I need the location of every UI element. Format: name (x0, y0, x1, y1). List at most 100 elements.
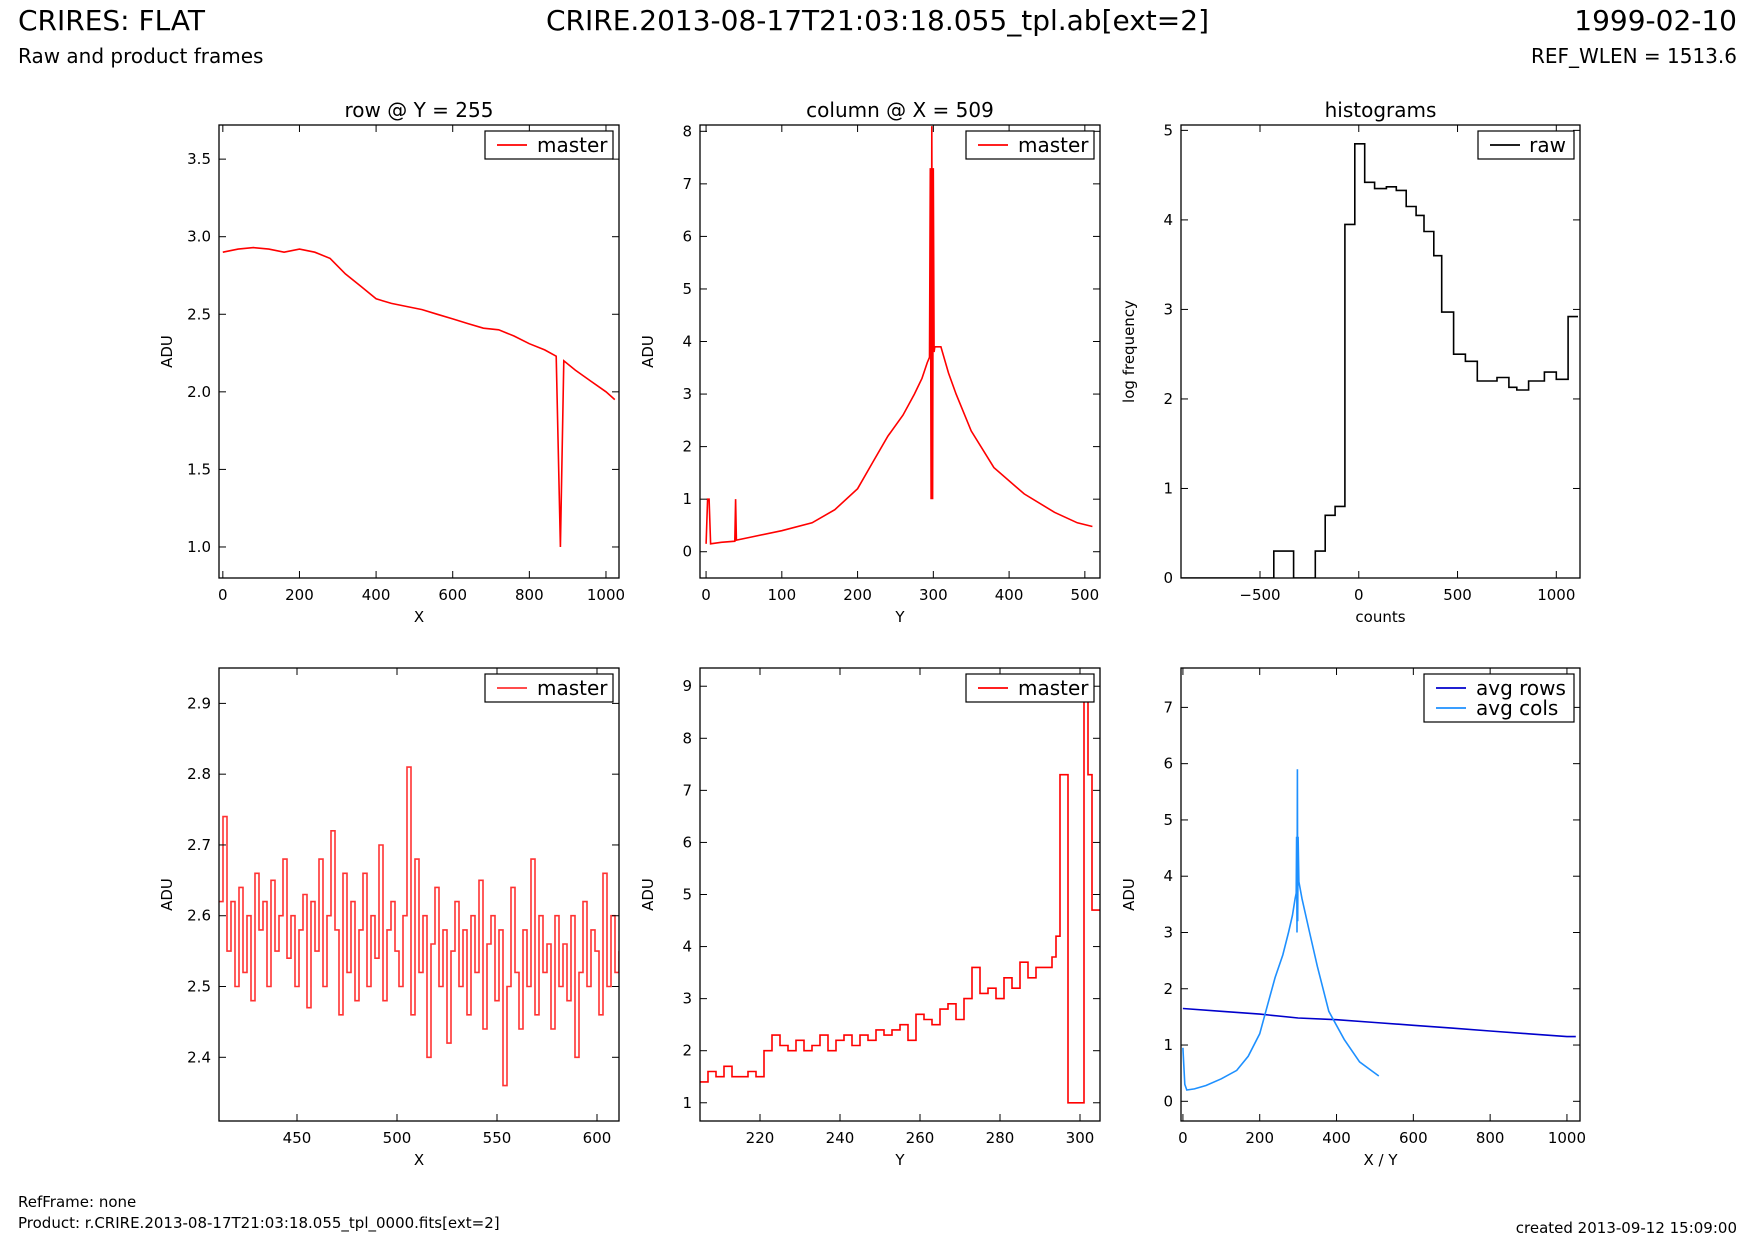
x-tick-label: 600 (438, 586, 467, 604)
y-tick-label: 7 (682, 175, 692, 193)
x-tick-label: 800 (1476, 1129, 1505, 1147)
y-axis-label: ADU (1120, 878, 1138, 911)
legend-box (1423, 673, 1575, 723)
y-tick-label: 3 (682, 990, 692, 1008)
x-tick-label: 0 (218, 586, 228, 604)
chart-averages: 0 200 400 600 800 1000 0 1 2 3 4 5 6 7 X / Y ADU avg row… (1120, 667, 1586, 1169)
plot-frame (218, 124, 620, 579)
y-tick-label: 1.5 (187, 460, 211, 478)
x-tick-label: 1000 (587, 586, 625, 604)
x-tick-label: 500 (1443, 586, 1472, 604)
x-tick-label: 200 (285, 586, 314, 604)
series-line-column-zoom-0 (700, 674, 1100, 1104)
legend: master (965, 130, 1095, 160)
x-tick-label: 400 (362, 586, 391, 604)
chart-title: row @ Y = 255 (345, 98, 494, 122)
y-tick-label: 4 (682, 333, 692, 351)
series-line-row-zoom-0 (219, 766, 619, 1087)
y-tick-label: 6 (682, 833, 692, 851)
y-tick-label: 2.6 (187, 907, 211, 925)
y-tick-label: 2 (682, 438, 692, 456)
y-tick-label: 6 (682, 227, 692, 245)
legend: master (484, 673, 614, 703)
series-line-averages-1 (1182, 769, 1380, 1091)
y-tick-label: 1 (682, 490, 692, 508)
x-axis-label: Y (894, 608, 905, 626)
y-tick-label: 3.5 (187, 150, 211, 168)
y-tick-label: 2.8 (187, 765, 211, 783)
x-tick-label: 100 (767, 586, 796, 604)
y-tick-label: 0 (1163, 569, 1173, 587)
chart-histograms: −500 0 500 1000 0 1 2 3 4 5 histograms counts log fr… (1120, 98, 1581, 626)
y-tick-label: 3 (1163, 300, 1173, 318)
legend: master (965, 673, 1095, 703)
y-tick-label: 8 (682, 729, 692, 747)
created-timestamp: created 2013-09-12 15:09:00 (1515, 1219, 1737, 1237)
page-title: CRIRES: FLAT (18, 4, 205, 37)
y-tick-label: 2.5 (187, 305, 211, 323)
y-tick-label: 7 (682, 781, 692, 799)
y-tick-label: 7 (1163, 698, 1173, 716)
plot-frame (218, 667, 620, 1122)
y-tick-label: 1.0 (187, 538, 211, 556)
legend-label: master (537, 133, 608, 157)
ref-frame-note: RefFrame: none (18, 1193, 137, 1211)
observation-date: 1999-02-10 (1574, 4, 1737, 37)
x-tick-label: 200 (843, 586, 872, 604)
y-tick-label: 2 (1163, 980, 1173, 998)
x-axis-label: counts (1355, 608, 1405, 626)
x-tick-label: 0 (1178, 1129, 1188, 1147)
x-tick-label: 600 (583, 1129, 612, 1147)
y-tick-label: 6 (1163, 755, 1173, 773)
y-tick-label: 2.9 (187, 694, 211, 712)
x-tick-label: 200 (1245, 1129, 1274, 1147)
series-line-column-0 (705, 126, 1093, 545)
y-tick-label: 1 (1163, 1036, 1173, 1054)
file-name: CRIRE.2013-08-17T21:03:18.055_tpl.ab[ext… (545, 4, 1209, 37)
y-tick-label: 5 (682, 886, 692, 904)
x-tick-label: −500 (1239, 586, 1280, 604)
y-tick-label: 5 (682, 280, 692, 298)
legend: raw (1477, 130, 1575, 160)
y-tick-label: 2.5 (187, 978, 211, 996)
x-tick-label: 220 (746, 1129, 775, 1147)
x-axis-label: X / Y (1363, 1151, 1398, 1169)
x-tick-label: 300 (919, 586, 948, 604)
y-tick-label: 1 (682, 1094, 692, 1112)
series-line-histograms-0 (1181, 143, 1578, 578)
y-tick-label: 2.0 (187, 383, 211, 401)
y-tick-label: 3 (1163, 923, 1173, 941)
chart-title: histograms (1325, 98, 1437, 122)
x-tick-label: 300 (1066, 1129, 1095, 1147)
x-tick-label: 240 (826, 1129, 855, 1147)
plot-frame (1180, 667, 1581, 1122)
chart-row: 0 200 400 600 800 1000 1.0 1.5 2.0 2.5 3.0 3.5 row @… (158, 98, 625, 626)
legend-label: master (1018, 676, 1089, 700)
x-tick-label: 280 (986, 1129, 1015, 1147)
y-tick-label: 3.0 (187, 228, 211, 246)
plot-frame (699, 124, 1101, 579)
y-tick-label: 2.7 (187, 836, 211, 854)
x-tick-label: 600 (1399, 1129, 1428, 1147)
x-tick-label: 1000 (1537, 586, 1575, 604)
reference-wavelength: REF_WLEN = 1513.6 (1530, 44, 1737, 68)
y-tick-label: 1 (1163, 479, 1173, 497)
x-axis-label: X (414, 608, 424, 626)
chart-column-zoom: 220 240 260 280 300 1 2 3 4 5 6 7 8 9 Y ADU master (639, 667, 1101, 1169)
legend-label: avg cols (1476, 696, 1558, 720)
x-tick-label: 0 (701, 586, 711, 604)
x-axis-label: X (414, 1151, 424, 1169)
y-tick-label: 5 (1163, 121, 1173, 139)
y-axis-label: ADU (158, 335, 176, 368)
y-axis-label: log frequency (1120, 300, 1138, 403)
chart-title: column @ X = 509 (806, 98, 994, 122)
page-subtitle: Raw and product frames (18, 44, 264, 68)
chart-column: 0 100 200 300 400 500 0 1 2 3 4 5 6 7 8 column @ X = 50… (639, 98, 1101, 626)
legend-label: raw (1529, 133, 1566, 157)
y-tick-label: 8 (682, 122, 692, 140)
x-tick-label: 500 (383, 1129, 412, 1147)
legend: master (484, 130, 614, 160)
y-tick-label: 5 (1163, 811, 1173, 829)
